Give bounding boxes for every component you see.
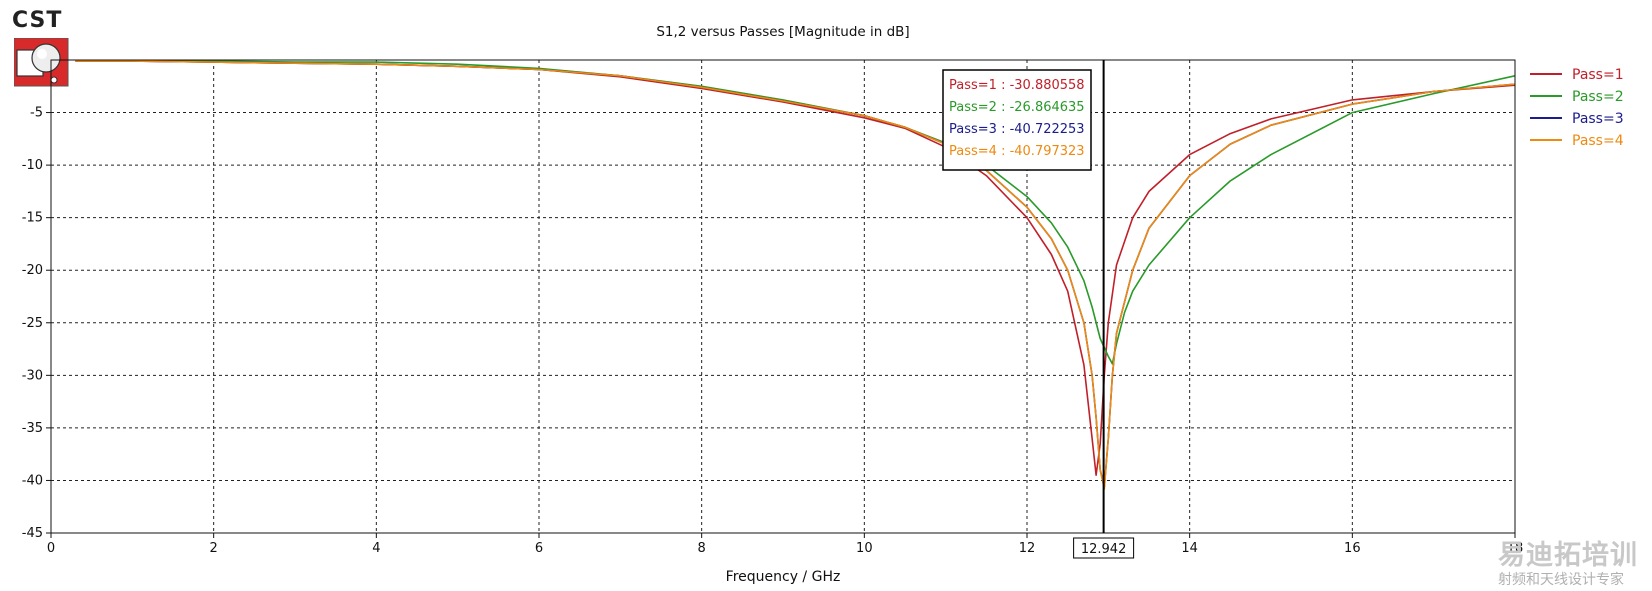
x-tick-label: 12 [1019, 541, 1036, 556]
x-tick-label: 6 [535, 541, 543, 556]
series-line-pass-3 [75, 60, 1516, 488]
y-tick-label: -20 [22, 263, 43, 278]
x-tick-label: 0 [47, 541, 55, 556]
cursor-value-label: 12.942 [1081, 542, 1127, 557]
x-tick-label: 8 [698, 541, 706, 556]
y-tick-label: -35 [22, 421, 43, 436]
y-tick-label: -5 [30, 106, 43, 121]
chart-title: S1,2 versus Passes [Magnitude in dB] [656, 24, 909, 40]
marker-readout-pass-2: Pass=2 : -26.864635 [949, 100, 1085, 115]
y-tick-label: -40 [22, 473, 43, 488]
plot-frame [50, 59, 1516, 534]
cst-logo-icon [14, 38, 69, 87]
x-tick-label: 10 [856, 541, 873, 556]
legend-label-pass-2: Pass=2 [1572, 89, 1624, 105]
watermark-sub: 射频和天线设计专家 [1498, 572, 1624, 588]
cst-logo-text: CST [12, 8, 63, 33]
legend-label-pass-3: Pass=3 [1572, 111, 1624, 127]
x-tick-label: 2 [210, 541, 218, 556]
watermark-main: 易迪拓培训 [1498, 540, 1638, 571]
x-tick-label: 14 [1181, 541, 1198, 556]
marker-readout-pass-3: Pass=3 : -40.722253 [949, 122, 1085, 137]
marker-readout-pass-4: Pass=4 : -40.797323 [949, 144, 1085, 159]
y-tick-label: -10 [22, 158, 43, 173]
y-tick-label: -45 [22, 526, 43, 541]
legend-label-pass-1: Pass=1 [1572, 67, 1624, 83]
y-tick-label: -30 [22, 368, 43, 383]
x-tick-label: 4 [372, 541, 380, 556]
series-line-pass-2 [75, 60, 1516, 365]
marker-readout-pass-1: Pass=1 : -30.880558 [949, 78, 1085, 93]
marker-readout-box [942, 69, 1092, 171]
series-line-pass-4 [75, 60, 1516, 490]
x-axis-label: Frequency / GHz [726, 569, 841, 585]
x-tick-label: 18 [1507, 541, 1524, 556]
y-tick-label: -15 [22, 211, 43, 226]
legend-label-pass-4: Pass=4 [1572, 133, 1624, 149]
cursor-value-box [1073, 537, 1135, 559]
y-tick-label: -25 [22, 316, 43, 331]
x-tick-label: 16 [1344, 541, 1361, 556]
series-line-pass-1 [75, 60, 1516, 477]
